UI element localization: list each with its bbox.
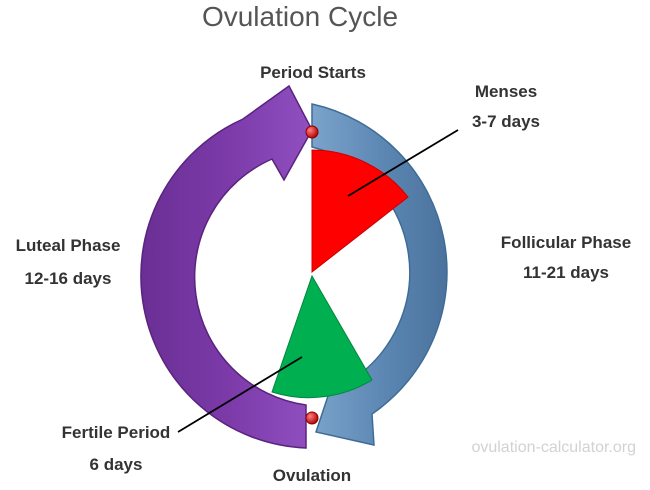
fertile-leader-line	[177, 356, 303, 433]
menses-leader-line	[347, 129, 459, 197]
fertile-period-wedge	[271, 274, 373, 399]
period-starts-label: Period Starts	[260, 63, 366, 82]
luteal-phase-arrow	[140, 84, 313, 449]
watermark: ovulation-calculator.org	[471, 439, 636, 456]
ovulation-marker	[305, 411, 319, 425]
follicular-duration-label: 11-21 days	[523, 263, 609, 282]
ovulation-label: Ovulation	[273, 466, 351, 485]
luteal-phase-label: Luteal Phase	[16, 236, 121, 255]
menses-label: Menses	[475, 82, 537, 101]
diagram-title: Ovulation Cycle	[202, 1, 398, 32]
period-start-marker	[305, 125, 319, 139]
fertile-period-label: Fertile Period	[62, 423, 171, 442]
luteal-duration-label: 12-16 days	[25, 269, 112, 288]
follicular-phase-label: Follicular Phase	[501, 233, 631, 252]
menses-wedge	[311, 149, 409, 274]
fertile-duration-label: 6 days	[90, 455, 143, 474]
menses-duration-label: 3-7 days	[472, 112, 540, 131]
